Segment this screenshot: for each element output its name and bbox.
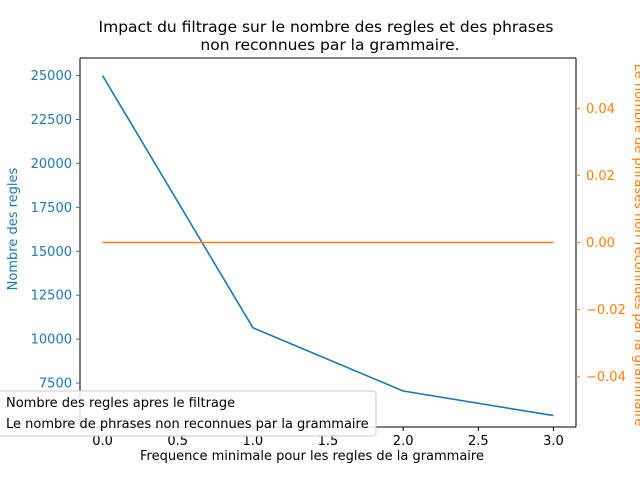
- y-left-tick-label: 10000: [31, 333, 72, 348]
- x-tick-label: 3.0: [543, 434, 564, 449]
- legend: Nombre des regles apres le filtrage Le no…: [0, 390, 377, 437]
- chart-title-line-1: Impact du filtrage sur le nombre des reg…: [99, 18, 554, 36]
- series-line-1: [101, 75, 554, 417]
- x-tick-label: 2.0: [393, 434, 414, 449]
- x-tick-label: 0.5: [167, 434, 188, 449]
- y-left-tick-label: 25000: [31, 69, 72, 84]
- x-tick-label: 2.5: [468, 434, 489, 449]
- y-left-tick-label: 17500: [31, 201, 72, 216]
- y-right-tick-label: −0.04: [586, 370, 626, 385]
- chart-title-line-2: non reconnues par la grammaire.: [200, 36, 459, 54]
- x-tick-label: 1.0: [243, 434, 264, 449]
- y-right-axis-ticks: −0.04 −0.02 0.00 0.02 0.04: [576, 102, 626, 385]
- y-left-tick-label: 12500: [31, 289, 72, 304]
- y-left-tick-label: 15000: [31, 245, 72, 260]
- legend-label: Le nombre de phrases non reconnues par l…: [6, 417, 369, 432]
- y-right-tick-label: −0.02: [586, 303, 626, 318]
- y-right-axis-label: Le nombre de phrases non reconnues par l…: [631, 64, 640, 427]
- y-left-axis-label: Nombre des regles: [6, 167, 21, 290]
- y-right-tick-label: 0.02: [586, 169, 615, 184]
- x-tick-label: 1.5: [318, 434, 339, 449]
- y-right-tick-label: 0.04: [586, 102, 615, 117]
- legend-box: [0, 390, 377, 437]
- y-left-tick-label: 7500: [39, 377, 72, 392]
- y-left-axis-ticks: 7500 10000 12500 15000 17500 20000 22500 25000: [31, 69, 80, 392]
- y-left-tick-label: 20000: [31, 157, 72, 172]
- y-left-tick-label: 22500: [31, 113, 72, 128]
- x-axis-label: Frequence minimale pour les regles de la…: [140, 449, 484, 464]
- legend-label: Nombre des regles apres le filtrage: [6, 396, 235, 411]
- y-right-tick-label: 0.00: [586, 236, 615, 251]
- x-tick-label: 0.0: [92, 434, 113, 449]
- series-layer: [101, 75, 554, 417]
